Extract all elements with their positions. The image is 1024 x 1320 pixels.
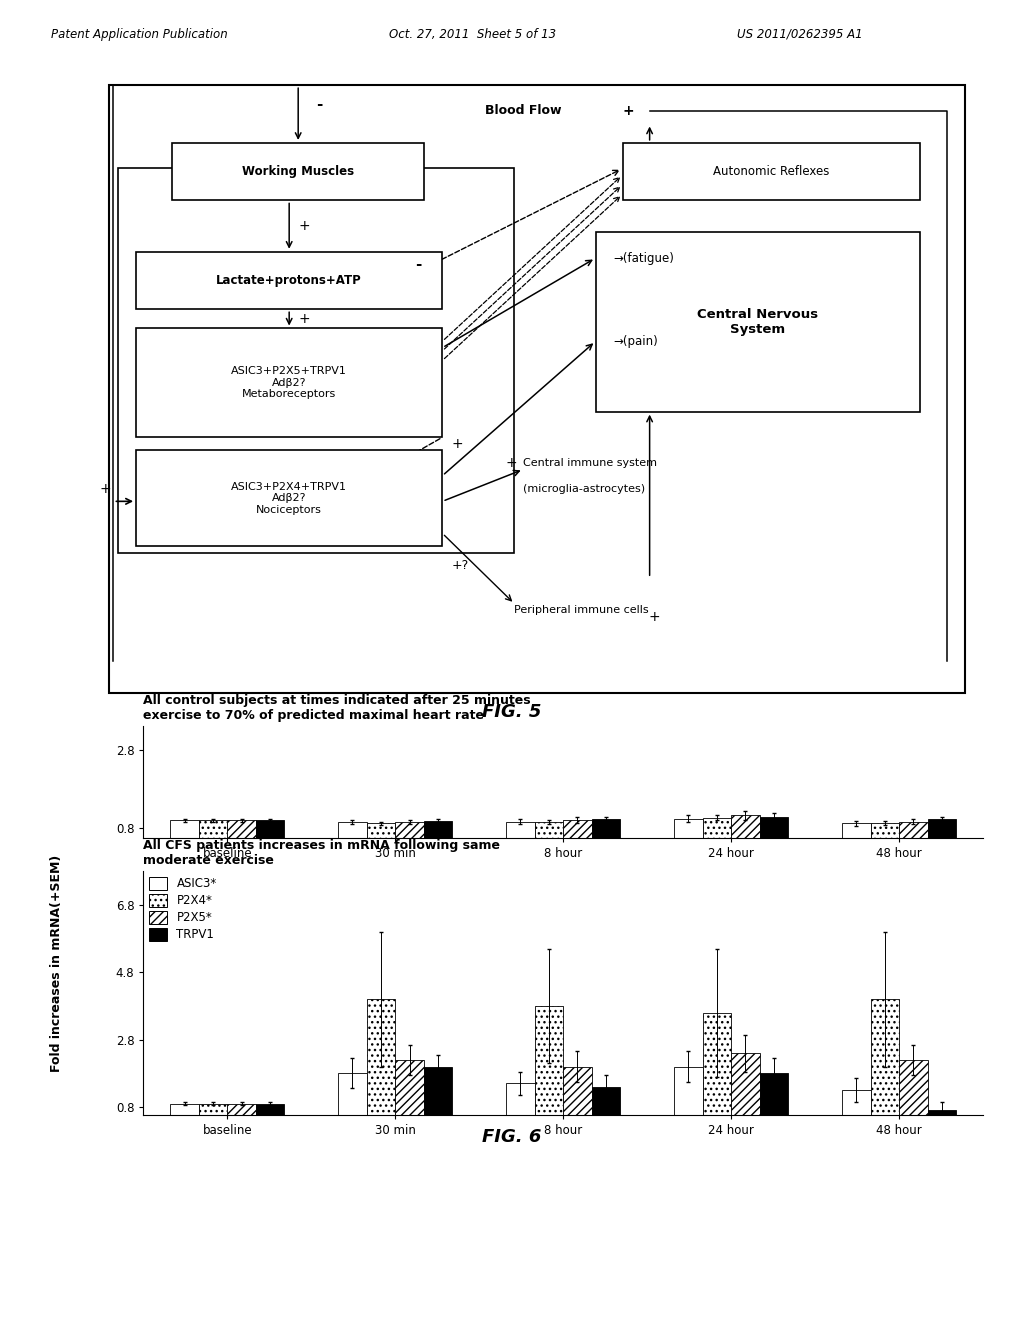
Text: All CFS patients increases in mRNA following same
moderate exercise: All CFS patients increases in mRNA follo… [143,840,501,867]
Text: Blood Flow: Blood Flow [485,104,562,117]
Text: +: + [452,437,463,450]
Bar [563,820,592,859]
Text: Oct. 27, 2011  Sheet 5 of 13: Oct. 27, 2011 Sheet 5 of 13 [389,28,556,41]
Text: All control subjects at times indicated after 25 minutes
exercise to 70% of pred: All control subjects at times indicated … [143,694,531,722]
Bar [674,818,702,859]
Bar [674,1067,702,1134]
Text: Peripheral immune cells: Peripheral immune cells [514,605,649,615]
Bar [928,1110,956,1134]
Bar [395,821,424,859]
Bar [592,1086,621,1134]
Text: +: + [99,482,111,495]
Text: US 2011/0262395 A1: US 2011/0262395 A1 [737,28,863,41]
Bar [256,821,285,859]
Bar [899,821,928,859]
Text: +: + [506,455,517,470]
Bar [760,1073,788,1134]
Bar [424,1067,453,1134]
Text: Working Muscles: Working Muscles [242,165,354,178]
Bar [136,450,442,546]
Bar [506,1084,535,1134]
Bar [395,1060,424,1134]
Text: Fold increases in mRNA(+SEM): Fold increases in mRNA(+SEM) [50,855,62,1072]
Text: FIG. 6: FIG. 6 [482,1127,542,1146]
Bar [760,817,788,859]
Text: Autonomic Reflexes: Autonomic Reflexes [713,165,829,178]
Bar [899,1060,928,1134]
Bar [506,821,535,859]
Text: →(pain): →(pain) [613,335,658,347]
Legend: ASIC3*, P2X4*, P2X5*, TRPV1: ASIC3*, P2X4*, P2X5*, TRPV1 [150,876,217,941]
Bar [136,329,442,437]
Bar [702,817,731,859]
Text: Central Nervous
System: Central Nervous System [697,308,818,337]
Bar [563,1067,592,1134]
Bar [170,1104,199,1134]
Bar [596,232,920,412]
Text: -: - [316,96,323,112]
Text: +: + [648,610,659,623]
Bar [842,1090,870,1134]
Bar [256,1104,285,1134]
Text: (microglia-astrocytes): (microglia-astrocytes) [523,483,645,494]
Bar [731,816,760,859]
Bar [592,818,621,859]
Bar [338,822,367,859]
Bar [367,824,395,859]
Bar [535,822,563,859]
Text: +: + [298,219,310,234]
Bar [367,999,395,1134]
Bar [731,1053,760,1134]
Bar [870,999,899,1134]
Text: +: + [298,312,310,326]
Bar [118,169,514,553]
Bar [623,143,920,201]
Text: +: + [623,104,634,117]
Text: Central immune system: Central immune system [523,458,657,467]
Bar [170,821,199,859]
Bar [702,1012,731,1134]
Bar [227,1104,256,1134]
Bar [199,821,227,859]
Bar [338,1073,367,1134]
Text: Lactate+protons+ATP: Lactate+protons+ATP [216,275,362,286]
Bar [199,1104,227,1134]
Bar [424,821,453,859]
Text: -: - [416,257,422,272]
Bar [928,820,956,859]
Bar [870,824,899,859]
Bar [136,252,442,309]
Bar [535,1006,563,1134]
Text: FIG. 5: FIG. 5 [482,702,542,721]
Bar [842,824,870,859]
Text: +?: +? [452,558,469,572]
Text: ASIC3+P2X5+TRPV1
Adβ2?
Metaboreceptors: ASIC3+P2X5+TRPV1 Adβ2? Metaboreceptors [231,366,347,400]
Text: →(fatigue): →(fatigue) [613,252,675,264]
Bar [172,143,424,201]
Text: ASIC3+P2X4+TRPV1
Adβ2?
Nociceptors: ASIC3+P2X4+TRPV1 Adβ2? Nociceptors [231,482,347,515]
Bar [227,821,256,859]
Text: Patent Application Publication: Patent Application Publication [51,28,228,41]
